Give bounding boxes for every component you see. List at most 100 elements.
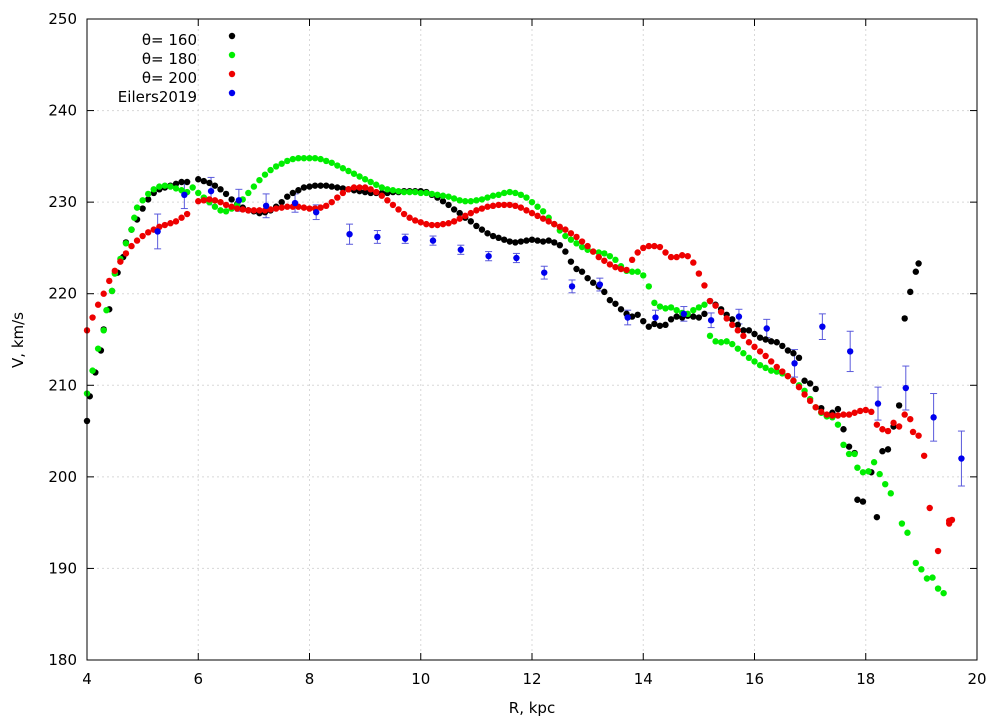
point-200 <box>395 206 402 213</box>
point-200 <box>601 257 608 264</box>
x-tick-label: 14 <box>634 670 653 688</box>
x-tick-label: 4 <box>82 670 92 688</box>
point-200 <box>909 428 917 436</box>
point-eilers2019 <box>846 348 854 355</box>
point-180 <box>562 232 569 240</box>
point-200 <box>178 214 185 221</box>
point-180 <box>578 243 586 251</box>
point-160 <box>311 182 319 189</box>
point-160 <box>523 237 530 244</box>
point-200 <box>239 206 246 213</box>
point-180 <box>845 450 853 458</box>
point-180 <box>139 197 146 204</box>
point-160 <box>284 193 291 200</box>
point-180 <box>882 480 889 488</box>
point-160 <box>512 239 519 246</box>
point-180 <box>250 183 258 190</box>
y-tick-label: 180 <box>48 651 77 669</box>
legend-marker-160 <box>228 32 236 40</box>
point-180 <box>595 249 602 256</box>
point-180 <box>284 157 291 165</box>
point-180 <box>462 198 469 205</box>
point-200 <box>868 408 875 416</box>
point-200 <box>172 218 180 225</box>
point-200 <box>851 409 858 416</box>
point-180 <box>395 187 402 195</box>
point-180 <box>356 173 363 180</box>
point-eilers2019 <box>763 325 770 332</box>
point-180 <box>723 338 730 345</box>
point-eilers2019 <box>154 228 161 235</box>
point-180 <box>484 194 491 201</box>
point-eilers2019 <box>735 313 743 320</box>
point-160 <box>667 316 675 323</box>
point-180 <box>898 520 906 527</box>
point-160 <box>439 198 447 205</box>
point-200 <box>400 210 408 218</box>
grid-lines <box>87 19 977 660</box>
legend-marker-180 <box>228 51 236 59</box>
point-160 <box>528 236 536 243</box>
point-160 <box>767 338 775 345</box>
point-200 <box>534 212 541 220</box>
point-160 <box>645 323 653 330</box>
point-160 <box>617 306 625 313</box>
point-180 <box>495 191 502 199</box>
point-180 <box>317 155 324 163</box>
point-160 <box>478 226 486 233</box>
point-200 <box>423 220 430 228</box>
point-160 <box>756 334 764 341</box>
point-180 <box>89 367 96 374</box>
point-200 <box>678 252 686 259</box>
point-200 <box>701 282 708 289</box>
point-200 <box>245 207 252 214</box>
axis-ticks <box>86 18 978 661</box>
point-160 <box>879 448 886 455</box>
point-200 <box>284 203 291 210</box>
point-160 <box>790 350 797 357</box>
point-eilers2019 <box>235 197 243 204</box>
point-200 <box>183 210 191 218</box>
point-180 <box>406 188 413 196</box>
point-200 <box>317 204 324 211</box>
point-160 <box>840 426 847 433</box>
point-200 <box>133 237 141 244</box>
point-200 <box>745 339 753 346</box>
point-180 <box>929 574 936 581</box>
point-160 <box>612 300 619 307</box>
point-180 <box>734 345 742 352</box>
point-180 <box>156 183 163 190</box>
point-160 <box>539 238 547 245</box>
point-200 <box>862 406 869 414</box>
point-eilers2019 <box>930 414 937 421</box>
point-200 <box>890 419 897 427</box>
point-180 <box>512 189 519 197</box>
point-160 <box>673 313 680 320</box>
point-200 <box>740 332 747 340</box>
point-160 <box>640 317 647 325</box>
point-200 <box>206 196 213 203</box>
point-200 <box>506 201 513 209</box>
point-eilers2019 <box>429 237 437 244</box>
x-tick-label: 12 <box>522 670 541 688</box>
point-160 <box>801 377 808 384</box>
point-160 <box>656 322 664 329</box>
point-180 <box>667 304 675 311</box>
point-200 <box>790 377 797 384</box>
point-180 <box>411 188 419 196</box>
point-200 <box>211 197 219 204</box>
point-160 <box>729 316 736 323</box>
point-180 <box>523 194 530 201</box>
point-200 <box>818 408 825 416</box>
point-180 <box>751 358 758 365</box>
point-180 <box>378 184 386 191</box>
point-eilers2019 <box>457 246 464 253</box>
point-160 <box>651 320 658 328</box>
point-180 <box>940 589 947 597</box>
point-eilers2019 <box>181 191 188 199</box>
point-180 <box>133 204 141 211</box>
point-160 <box>895 402 903 409</box>
point-160 <box>328 183 335 190</box>
point-200 <box>562 226 569 233</box>
point-160 <box>545 237 552 244</box>
